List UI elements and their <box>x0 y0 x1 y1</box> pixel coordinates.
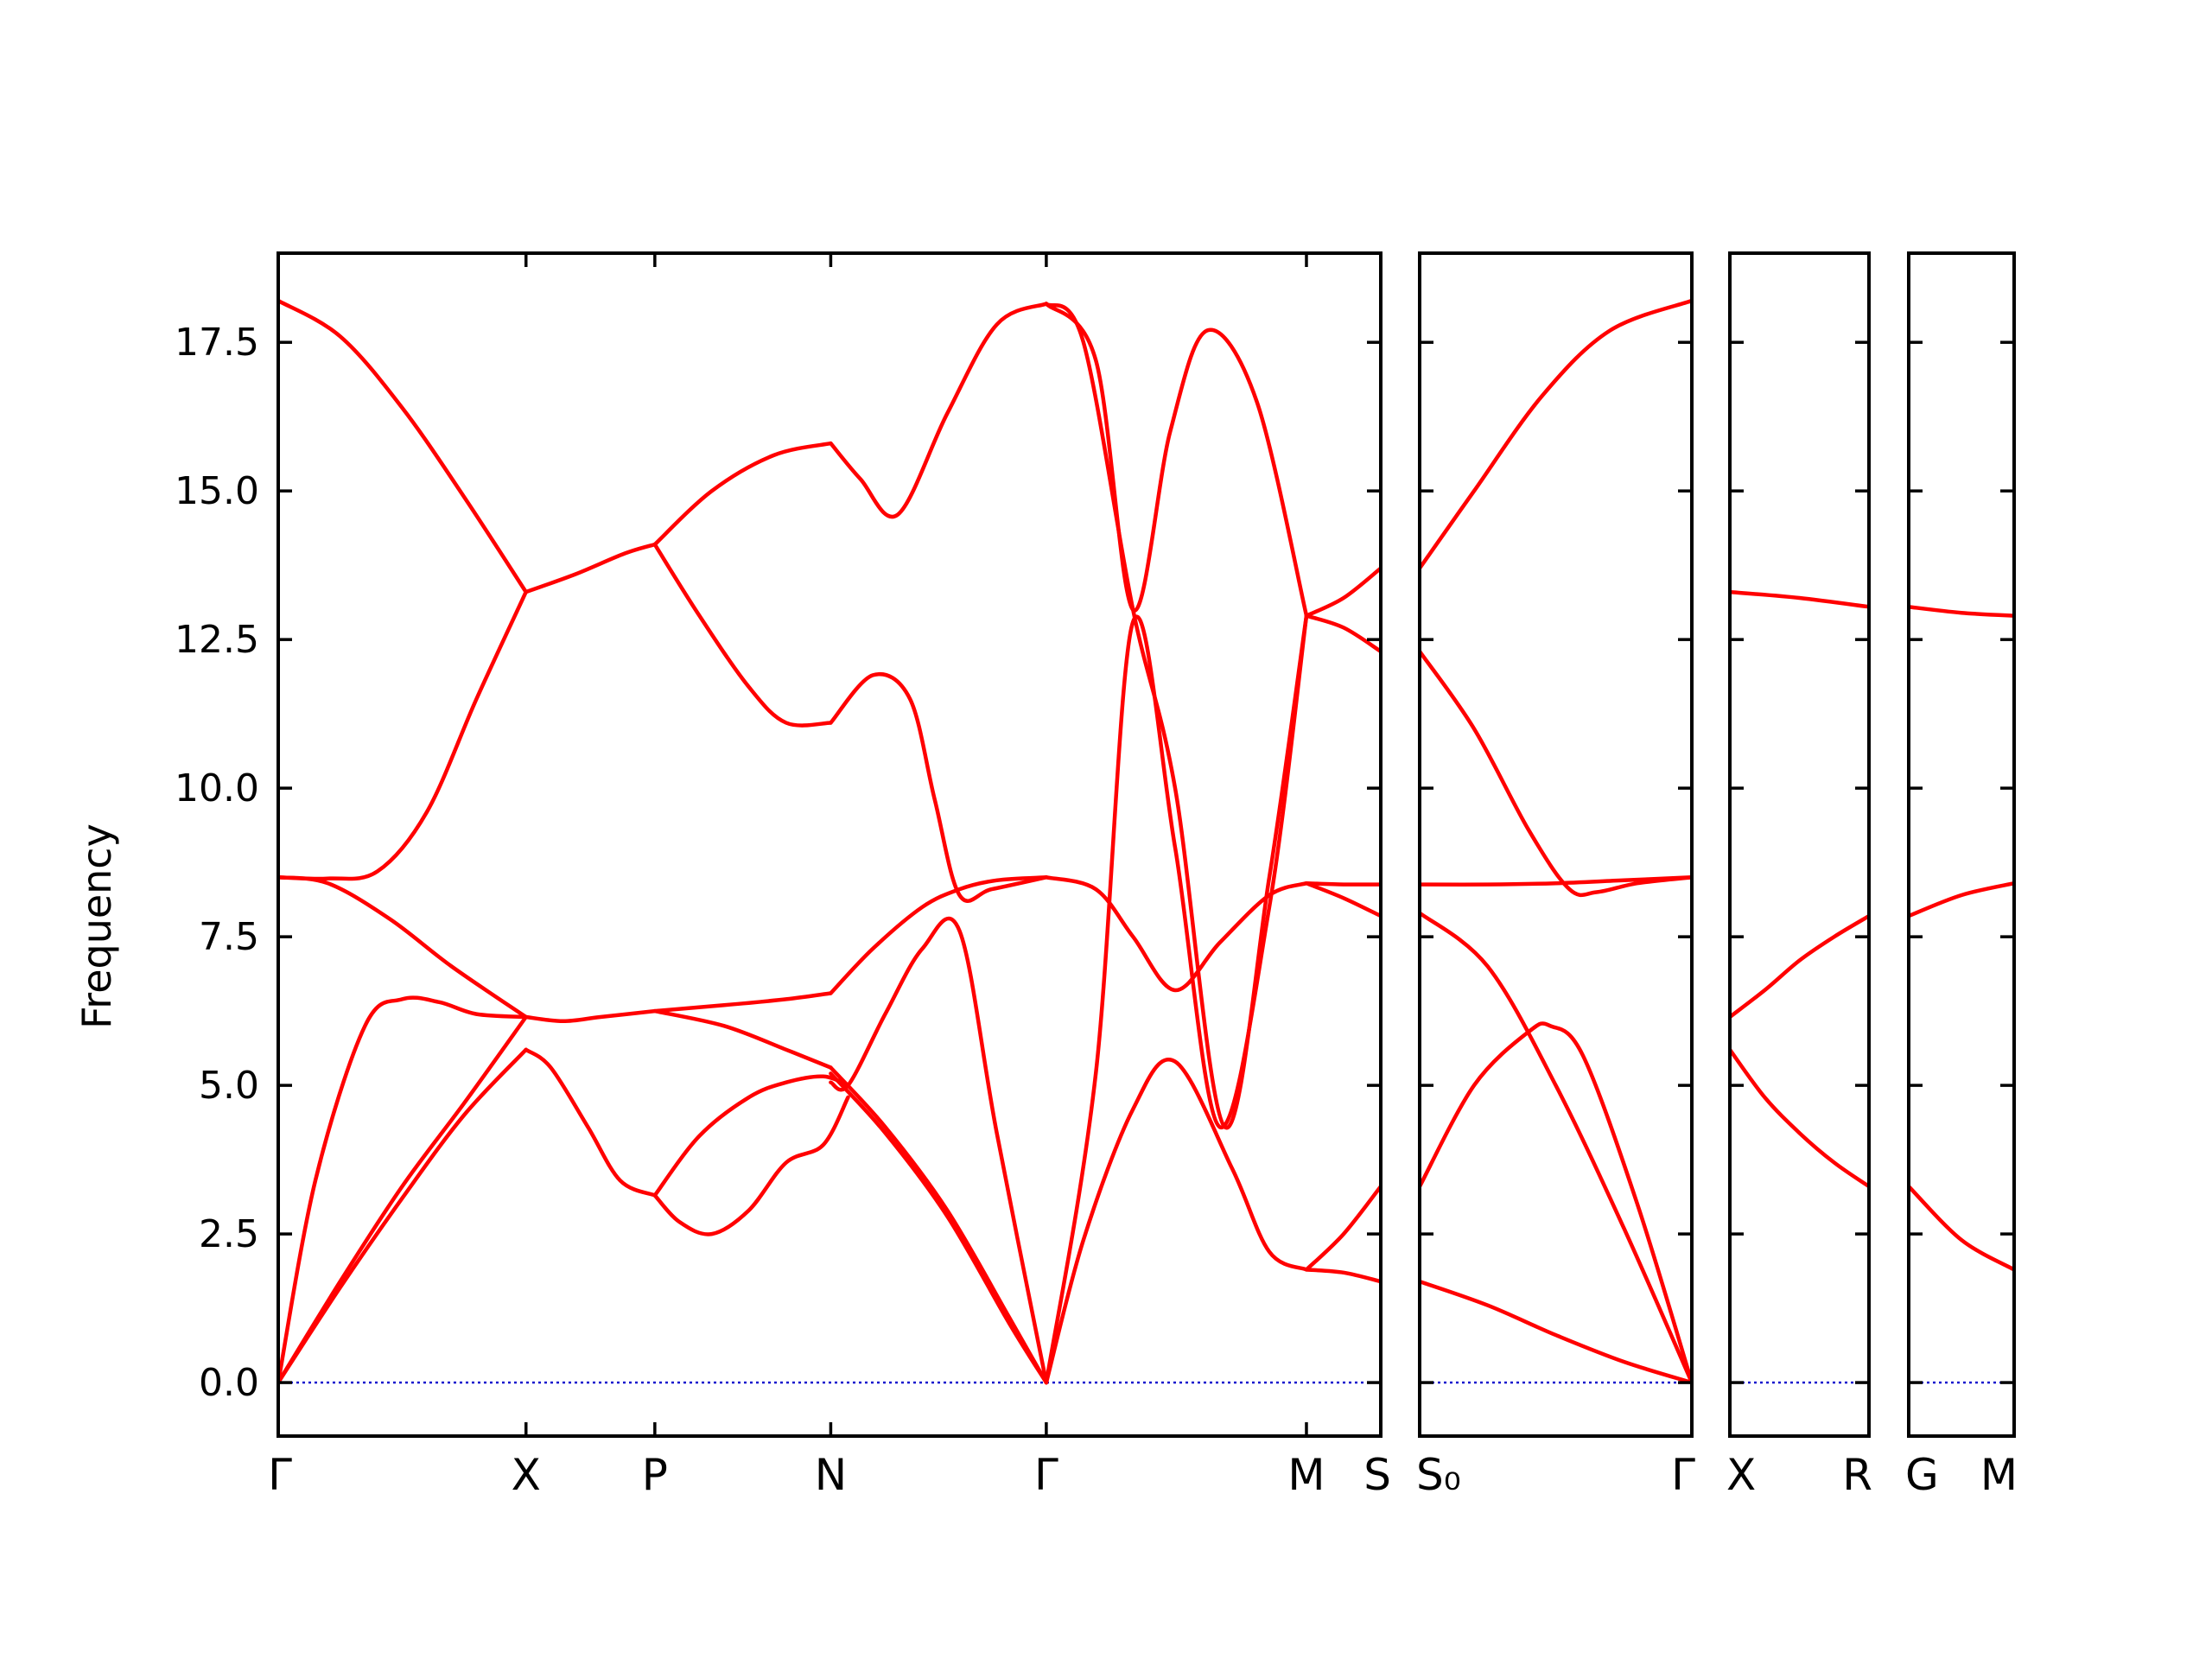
phonon-band <box>278 875 528 1020</box>
y-tick-label: 17.5 <box>175 321 259 365</box>
phonon-band <box>829 1071 1049 1385</box>
phonon-band <box>1304 566 1381 618</box>
phonon-band <box>652 441 833 547</box>
kpoint-label: N <box>815 1450 847 1500</box>
phonon-band <box>652 1008 833 1070</box>
phonon-band <box>829 672 1049 903</box>
phonon-band <box>524 542 658 594</box>
phonon-band <box>278 995 528 1385</box>
phonon-band <box>278 298 528 594</box>
phonon-band <box>1420 1279 1692 1385</box>
phonon-band <box>1420 1021 1692 1385</box>
panel-frame <box>1907 251 2016 1438</box>
kpoint-label: X <box>1726 1450 1756 1500</box>
band-panels: Γ X P N Γ M S S₀ Γ X R G M <box>268 251 2018 1500</box>
panel-frame <box>1418 251 1694 1438</box>
phonon-band <box>829 302 1049 519</box>
y-tick-label: 15.0 <box>175 469 259 513</box>
phonon-band <box>524 1047 658 1198</box>
phonon-band <box>1420 649 1692 898</box>
phonon-band <box>1044 302 1309 1130</box>
kpoint-label: G <box>1905 1450 1939 1500</box>
kpoint-label: P <box>642 1450 668 1500</box>
phonon-band <box>1909 880 2014 918</box>
kpoint-label: Γ <box>1671 1450 1695 1500</box>
phonon-band <box>278 1014 528 1385</box>
y-tick-label: 2.5 <box>199 1212 259 1256</box>
panel-frame <box>1728 251 1871 1438</box>
panel-2: S₀ Γ <box>1416 251 1695 1500</box>
panel-frame <box>276 251 1382 1438</box>
phonon-band <box>1420 911 1692 1385</box>
phonon-band <box>1909 1184 2014 1272</box>
phonon-band <box>1044 302 1309 618</box>
phonon-band <box>524 1008 658 1024</box>
phonon-band <box>1304 880 1381 887</box>
phonon-band <box>1044 875 1309 993</box>
phonon-band <box>829 916 1049 1385</box>
kpoint-label: Γ <box>1034 1450 1058 1500</box>
y-tick-labels: 0.0 2.5 5.0 7.5 10.0 12.5 15.0 17.5 <box>175 321 259 1405</box>
kpoint-label: X <box>512 1450 541 1500</box>
y-tick-label: 12.5 <box>175 618 259 662</box>
phonon-band <box>652 1095 850 1236</box>
phonon-band <box>1420 875 1692 887</box>
phonon-band <box>1730 913 1869 1020</box>
phonon-band <box>1420 298 1692 570</box>
phonon-band <box>1044 1058 1309 1385</box>
phonon-band <box>278 1047 528 1385</box>
phonon-band <box>829 875 1049 995</box>
phonon-band <box>1909 605 2014 618</box>
phonon-band <box>1730 589 1869 609</box>
kpoint-label: S <box>1363 1450 1391 1500</box>
phonon-band <box>1730 1047 1869 1189</box>
kpoint-label: M <box>1287 1450 1325 1500</box>
phonon-band <box>652 542 833 728</box>
y-tick-label: 0.0 <box>199 1361 259 1405</box>
kpoint-label: S₀ <box>1416 1450 1461 1500</box>
y-tick-label: 5.0 <box>199 1064 259 1108</box>
phonon-band <box>652 991 833 1014</box>
kpoint-label: R <box>1842 1450 1872 1500</box>
phonon-band <box>652 1074 850 1198</box>
y-tick-label: 7.5 <box>199 915 259 959</box>
phonon-band <box>829 1065 1049 1385</box>
y-tick-label: 10.0 <box>175 766 259 810</box>
kpoint-label: M <box>1980 1450 2018 1500</box>
phonon-band <box>1304 1268 1381 1284</box>
phonon-band <box>1304 613 1381 654</box>
phonon-band <box>1304 880 1381 918</box>
kpoint-label: Γ <box>268 1450 292 1500</box>
phonon-band <box>278 589 528 881</box>
y-axis-label: Frequency <box>73 823 120 1029</box>
phonon-band <box>1304 1184 1381 1272</box>
phonon-band <box>1044 613 1309 1385</box>
